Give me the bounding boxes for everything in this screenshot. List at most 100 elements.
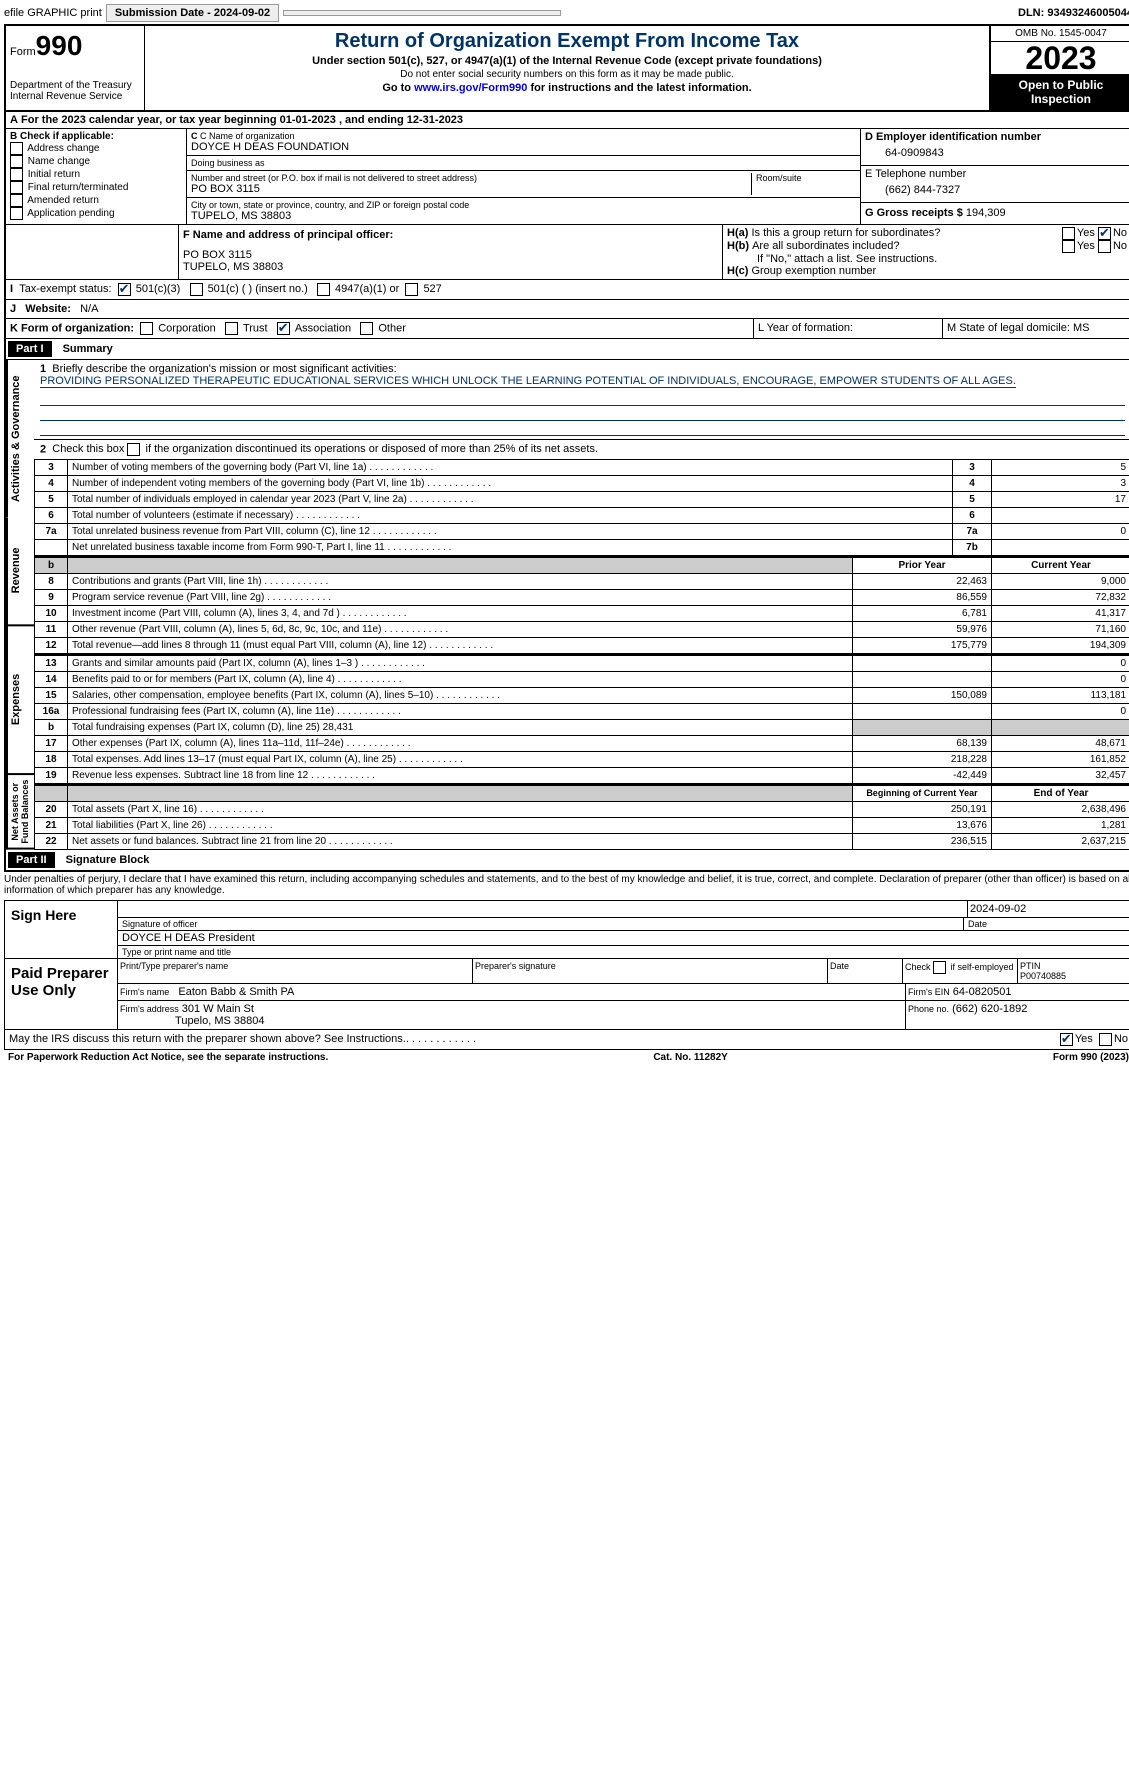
ha-yes-checkbox[interactable]	[1062, 227, 1075, 240]
prior-year-header: Prior Year	[853, 557, 992, 574]
preparer-date-label: Date	[828, 959, 903, 983]
end-year-header: End of Year	[992, 785, 1129, 802]
gov-table: 3Number of voting members of the governi…	[34, 459, 1129, 556]
firm-name: Eaton Babb & Smith PA	[178, 986, 294, 998]
c-name-label: C C Name of organization	[191, 131, 856, 141]
k-label: K Form of organization:	[10, 322, 134, 334]
mission-text: PROVIDING PERSONALIZED THERAPEUTIC EDUCA…	[40, 375, 1016, 388]
dept-treasury: Department of the Treasury	[10, 80, 140, 91]
i-501c-checkbox[interactable]	[190, 283, 203, 296]
sig-officer-label: Signature of officer	[118, 918, 964, 930]
section-i: I Tax-exempt status: 501(c)(3) 501(c) ( …	[6, 280, 1129, 300]
discuss-row: May the IRS discuss this return with the…	[5, 1030, 1129, 1049]
col-h: H(a) Is this a group return for subordin…	[723, 225, 1129, 279]
dba-label: Doing business as	[191, 158, 856, 168]
g-label: G Gross receipts $	[865, 207, 963, 219]
b-checkbox[interactable]	[10, 194, 23, 207]
footer: For Paperwork Reduction Act Notice, see …	[4, 1050, 1129, 1065]
rev-table: b Prior Year Current Year 8Contributions…	[34, 556, 1129, 654]
k-corp-checkbox[interactable]	[140, 322, 153, 335]
exp-label: Expenses	[6, 626, 34, 775]
hb-yes-checkbox[interactable]	[1062, 240, 1075, 253]
gross-receipts: 194,309	[966, 207, 1006, 219]
preparer-sig-label: Preparer's signature	[473, 959, 828, 983]
col-f: F Name and address of principal officer:…	[179, 225, 723, 279]
f-label: F Name and address of principal officer:	[183, 229, 718, 241]
form-header: Form990 Department of the Treasury Inter…	[6, 26, 1129, 112]
header-center: Return of Organization Exempt From Incom…	[145, 26, 989, 110]
self-emp-checkbox[interactable]	[933, 961, 946, 974]
ha-no-checkbox[interactable]	[1098, 227, 1111, 240]
hb-no-checkbox[interactable]	[1098, 240, 1111, 253]
section-klm: K Form of organization: Corporation Trus…	[6, 319, 1129, 339]
begin-year-header: Beginning of Current Year	[853, 785, 992, 802]
preparer-name-label: Print/Type preparer's name	[118, 959, 473, 983]
exp-table: 13Grants and similar amounts paid (Part …	[34, 654, 1129, 784]
section-bcde: B Check if applicable: Address change Na…	[6, 129, 1129, 225]
irs-link[interactable]: www.irs.gov/Form990	[414, 82, 527, 94]
k-trust-checkbox[interactable]	[225, 322, 238, 335]
city-value: TUPELO, MS 38803	[191, 210, 856, 222]
b-checkbox[interactable]	[10, 181, 23, 194]
ptin-value: P00740885	[1020, 971, 1066, 981]
phone-value: (662) 844-7327	[865, 180, 1127, 200]
i-527-checkbox[interactable]	[405, 283, 418, 296]
b-checkbox[interactable]	[10, 168, 23, 181]
part1-title: Summary	[63, 343, 113, 355]
subtitle2: Do not enter social security numbers on …	[149, 69, 985, 80]
net-label: Net Assets or Fund Balances	[6, 775, 34, 850]
rev-label: Revenue	[6, 517, 34, 626]
part2-label: Part II	[8, 852, 55, 868]
hb-note: If "No," attach a list. See instructions…	[727, 253, 1127, 265]
col-d: D Employer identification number 64-0909…	[861, 129, 1129, 224]
officer-addr2: TUPELO, MS 38803	[183, 261, 718, 273]
b-checkbox[interactable]	[10, 207, 23, 220]
efile-label: efile GRAPHIC print	[4, 7, 102, 19]
part2-header: Part II Signature Block	[6, 850, 1129, 870]
signature-section: Sign Here 2024-09-02 Signature of office…	[4, 900, 1129, 1050]
website-value: N/A	[80, 303, 98, 315]
firm-addr2: Tupelo, MS 38804	[175, 1015, 264, 1027]
submission-date-button[interactable]: Submission Date - 2024-09-02	[106, 4, 279, 22]
part2-title: Signature Block	[66, 854, 150, 866]
dln-label: DLN: 93493246005044	[1018, 7, 1129, 19]
summary-body: Activities & Governance Revenue Expenses…	[6, 360, 1129, 850]
line2-checkbox[interactable]	[127, 443, 140, 456]
subtitle3: Go to www.irs.gov/Form990 for instructio…	[149, 82, 985, 94]
i-4947-checkbox[interactable]	[317, 283, 330, 296]
k-assoc-checkbox[interactable]	[277, 322, 290, 335]
k-other-checkbox[interactable]	[360, 322, 373, 335]
subtitle1: Under section 501(c), 527, or 4947(a)(1)…	[149, 55, 985, 67]
i-label: Tax-exempt status:	[19, 283, 111, 296]
hc-label: Group exemption number	[751, 265, 876, 277]
line2-text: Check this box if the organization disco…	[52, 443, 598, 455]
b-checkbox[interactable]	[10, 142, 23, 155]
form-word: Form	[10, 46, 36, 58]
i-501c3-checkbox[interactable]	[118, 283, 131, 296]
discuss-label: May the IRS discuss this return with the…	[9, 1033, 406, 1046]
street-value: PO BOX 3115	[191, 183, 747, 195]
form-container: Form990 Department of the Treasury Inter…	[4, 24, 1129, 872]
blank-button[interactable]	[283, 10, 561, 16]
l-cell: L Year of formation:	[754, 319, 943, 338]
discuss-yes-checkbox[interactable]	[1060, 1033, 1073, 1046]
footer-right: Form 990 (2023)	[1053, 1052, 1129, 1063]
ha-label: Is this a group return for subordinates?	[751, 227, 1061, 240]
mission-label: Briefly describe the organization's miss…	[52, 363, 396, 375]
title-label: Type or print name and title	[118, 946, 1129, 958]
ein-value: 64-0909843	[865, 143, 1127, 163]
firm-ein: 64-0820501	[953, 986, 1012, 998]
street-label: Number and street (or P.O. box if mail i…	[191, 173, 747, 183]
col-c: C C Name of organization DOYCE H DEAS FO…	[187, 129, 861, 224]
room-label: Room/suite	[756, 173, 856, 183]
j-label: Website:	[25, 303, 71, 315]
m-cell: M State of legal domicile: MS	[943, 319, 1129, 338]
topbar: efile GRAPHIC print Submission Date - 20…	[4, 4, 1129, 22]
b-checkbox[interactable]	[10, 155, 23, 168]
sig-date-label: Date	[964, 918, 1129, 930]
paid-preparer-label: Paid Preparer Use Only	[5, 959, 118, 1029]
header-right: OMB No. 1545-0047 2023 Open to Public In…	[989, 26, 1129, 110]
goto-pre: Go to	[382, 82, 414, 94]
discuss-no-checkbox[interactable]	[1099, 1033, 1112, 1046]
part1-header: Part I Summary	[6, 339, 1129, 360]
